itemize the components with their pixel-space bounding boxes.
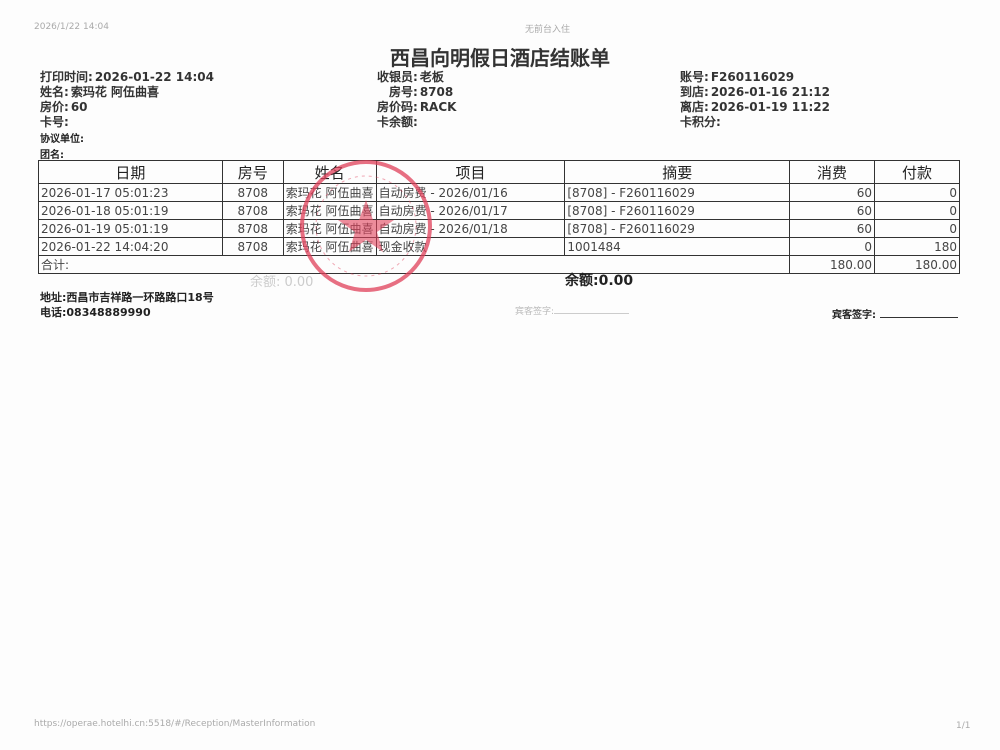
col-name: 姓名 — [282, 160, 377, 184]
col-room: 房号 — [221, 160, 284, 184]
group-name: 团名: — [40, 150, 64, 161]
card-number: 卡号: — [40, 115, 69, 129]
guest-signature: 宾客签字: — [832, 306, 958, 321]
print-datetime: 2026/1/22 14:04 — [34, 22, 109, 32]
col-item: 项目 — [375, 160, 566, 184]
card-points: 卡积分: — [680, 115, 721, 129]
cashier: 收银员: 老板 — [377, 70, 444, 84]
bill-table: 日期 房号 姓名 项目 摘要 消费 付款 2026-01-17 05:01:23… — [37, 160, 960, 274]
page-title: 西昌向明假日酒店结账单 — [390, 46, 610, 70]
col-date: 日期 — [38, 160, 223, 184]
ghost-signature: 宾客签字: — [515, 304, 630, 317]
departure-time: 离店: 2026-01-19 11:22 — [680, 100, 830, 114]
table-row: 2026-01-19 05:01:19 8708 索玛花 阿伍曲喜 自动房费 - 20… — [38, 219, 960, 238]
table-total-row: 合计: 180.00 180.00 — [37, 255, 960, 274]
rate-code: 房价码: RACK — [377, 100, 457, 114]
agreement-unit: 协议单位: — [40, 134, 84, 145]
balance: 余额:0.00 — [565, 273, 634, 289]
hotel-address: 地址:西昌市吉祥路一环路路口18号 — [40, 291, 214, 304]
guest-name: 姓名: 索玛花 阿伍曲喜 — [40, 85, 159, 99]
account-number: 账号: F260116029 — [680, 70, 795, 84]
page-number: 1/1 — [956, 721, 971, 731]
col-summary: 摘要 — [564, 160, 791, 184]
hotel-phone: 电话:08348889990 — [40, 306, 151, 319]
table-row: 2026-01-17 05:01:23 8708 索玛花 阿伍曲喜 自动房费 - 20… — [38, 183, 960, 202]
print-time: 打印时间: 2026-01-22 14:04 — [40, 70, 214, 84]
ghost-balance: 余额: 0.00 — [250, 275, 314, 290]
arrival-time: 到店: 2026-01-16 21:12 — [680, 85, 830, 99]
print-header-center: 无前台入住 — [525, 25, 571, 35]
footer-url: https://operae.hotelhi.cn:5518/#/Recepti… — [34, 719, 316, 729]
table-row: 2026-01-22 14:04:20 8708 索玛花 阿伍曲喜 现金收款 10014… — [38, 237, 960, 256]
room-number: 房号: 8708 — [389, 85, 454, 99]
col-charge: 消费 — [789, 160, 876, 184]
room-rate: 房价: 60 — [40, 100, 88, 114]
col-payment: 付款 — [874, 160, 960, 184]
table-header-row: 日期 房号 姓名 项目 摘要 消费 付款 — [38, 160, 960, 184]
card-balance: 卡余额: — [377, 115, 418, 129]
table-row: 2026-01-18 05:01:19 8708 索玛花 阿伍曲喜 自动房费 - 20… — [38, 201, 960, 220]
